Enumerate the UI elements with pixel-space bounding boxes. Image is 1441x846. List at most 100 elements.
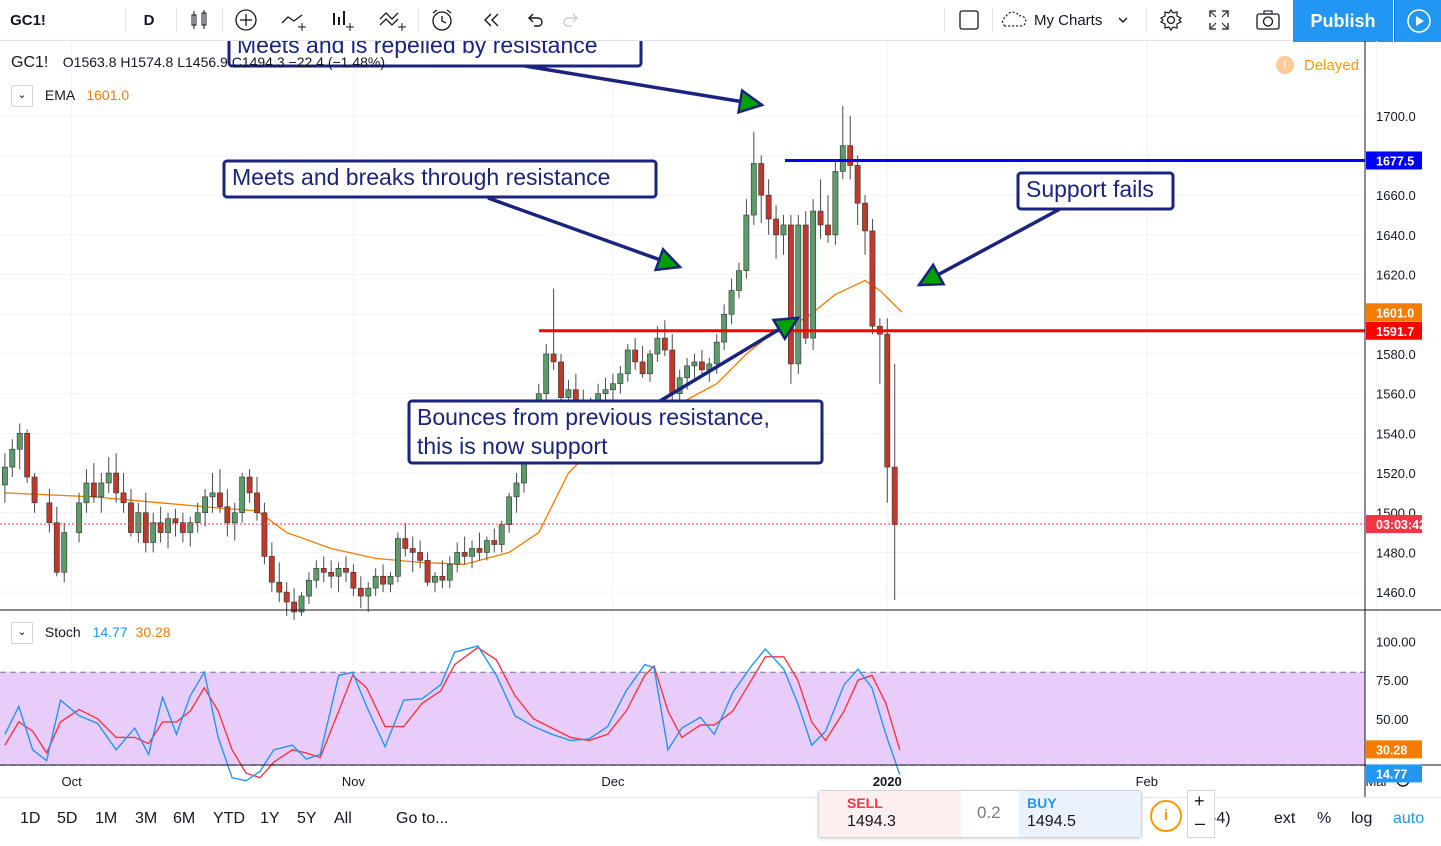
candle-body <box>1 466 8 486</box>
zoom-in-icon[interactable]: + <box>1194 791 1205 811</box>
my-charts-button[interactable]: My Charts <box>998 0 1140 40</box>
settings-gear-icon[interactable] <box>1152 0 1190 40</box>
alert-icon[interactable] <box>424 0 460 40</box>
log-toggle[interactable]: log <box>1351 810 1373 827</box>
candle-body <box>357 587 364 597</box>
add-indicator-icon[interactable] <box>230 0 262 40</box>
candle-body <box>565 389 572 398</box>
range-button-5y[interactable]: 5Y <box>297 810 317 827</box>
fullscreen-icon[interactable] <box>1200 0 1238 40</box>
candle-body <box>9 448 16 468</box>
collapse-icon[interactable]: ⌄ <box>11 85 33 107</box>
trade-widget: SELL 1494.3 0.2 BUY 1494.5 <box>818 790 1142 838</box>
candle-body <box>847 145 854 166</box>
arrow-bounce-head <box>771 316 801 342</box>
camera-icon[interactable] <box>1248 0 1288 40</box>
bar-chart-icon[interactable] <box>326 0 360 40</box>
publish-button[interactable]: Publish <box>1293 0 1393 42</box>
candle-body <box>343 567 349 573</box>
my-charts-label: My Charts <box>1034 11 1103 29</box>
range-button-5d[interactable]: 5D <box>57 810 78 827</box>
candle-body <box>24 433 31 478</box>
stoch-tick-label: 50.00 <box>1376 712 1409 727</box>
candle-body <box>750 163 757 216</box>
time-tick-label: Oct <box>62 774 83 789</box>
time-tick-label: Feb <box>1136 774 1158 789</box>
publish-video-button[interactable] <box>1394 0 1441 42</box>
price-tick-label: 1700.0 <box>1376 109 1416 124</box>
layout-square-icon[interactable] <box>952 0 986 40</box>
candle-body <box>142 512 149 543</box>
candle-body <box>128 502 134 533</box>
candles-icon[interactable] <box>184 0 214 40</box>
stoch-legend[interactable]: ⌄ Stoch 14.77 30.28 <box>11 622 171 644</box>
candle-body <box>224 506 231 523</box>
range-button-3m[interactable]: 3M <box>135 810 158 827</box>
info-icon[interactable]: i <box>1150 800 1182 832</box>
candle-body <box>743 214 750 271</box>
candle-body <box>365 587 372 597</box>
legend-symbol[interactable]: GC1! <box>11 54 49 71</box>
candle-body <box>402 538 409 549</box>
candle-body <box>76 502 82 533</box>
sell-button[interactable]: SELL 1494.3 <box>819 791 961 837</box>
candle-body <box>254 492 260 514</box>
range-button-6m[interactable]: 6M <box>173 810 196 827</box>
interval-button[interactable]: D <box>132 0 166 40</box>
buy-button[interactable]: BUY 1494.5 <box>1019 791 1141 837</box>
candle-body <box>439 575 446 581</box>
blue-level-tag: 1677.5 <box>1376 154 1414 168</box>
countdown-tag: 03:03:42 <box>1376 518 1426 532</box>
candle-body <box>728 290 735 315</box>
redo-icon[interactable] <box>556 0 586 40</box>
range-button-1d[interactable]: 1D <box>20 810 41 827</box>
candle-body <box>61 532 68 573</box>
candle-body <box>432 575 438 583</box>
stoch-k-value: 14.77 <box>92 623 128 640</box>
indicators-icon[interactable] <box>374 0 412 40</box>
range-button-1y[interactable]: 1Y <box>260 810 280 827</box>
price-tick-label: 1480.0 <box>1376 545 1416 560</box>
ema-legend[interactable]: ⌄ EMA 1601.0 <box>11 85 129 107</box>
candle-body <box>90 482 97 498</box>
candle-body <box>98 482 105 498</box>
zoom-controls: + – <box>1187 790 1215 838</box>
collapse-icon[interactable]: ⌄ <box>11 622 33 644</box>
candle-body <box>476 548 483 553</box>
chart-canvas[interactable]: 1460.01480.01500.01520.01540.01560.01580… <box>0 41 1441 797</box>
chevron-down-icon <box>1118 17 1128 23</box>
candle-body <box>276 581 283 593</box>
undo-icon[interactable] <box>520 0 550 40</box>
candle-body <box>780 224 787 236</box>
candle-body <box>691 361 698 367</box>
delayed-badge[interactable]: ! Delayed <box>1266 56 1360 74</box>
candle-body <box>306 579 312 597</box>
candle-body <box>387 575 394 585</box>
zoom-out-icon[interactable]: – <box>1195 813 1206 833</box>
info-icon: ! <box>1276 56 1294 74</box>
arrow-bounce-line <box>659 316 799 403</box>
ext-toggle[interactable]: ext <box>1274 810 1296 827</box>
stoch-k-tag-bg <box>1366 764 1422 783</box>
ema-label: EMA <box>44 86 75 103</box>
auto-toggle[interactable]: auto <box>1393 810 1425 827</box>
range-button-all[interactable]: All <box>334 810 352 827</box>
candle-body <box>832 171 839 236</box>
price-tick-label: 1520.0 <box>1376 466 1416 481</box>
candle-body <box>105 472 112 484</box>
goto-button[interactable]: Go to... <box>396 810 449 827</box>
replay-icon[interactable] <box>474 0 508 40</box>
timezone-label[interactable]: -4) <box>1211 810 1231 827</box>
percent-toggle[interactable]: % <box>1317 810 1332 827</box>
candle-body <box>647 353 653 375</box>
candle-body <box>394 538 401 577</box>
range-button-1m[interactable]: 1M <box>95 810 118 827</box>
annotation-support-fails-box <box>1016 171 1175 211</box>
range-button-ytd[interactable]: YTD <box>213 810 245 827</box>
symbol-search-button[interactable]: GC1! <box>0 0 56 40</box>
compare-icon[interactable] <box>278 0 312 40</box>
price-tick-label: 1460.0 <box>1376 585 1416 600</box>
annotation-repelled-box <box>227 41 643 68</box>
arrow-repelled-line <box>524 64 763 107</box>
time-tick-label: 2020 <box>873 774 902 789</box>
